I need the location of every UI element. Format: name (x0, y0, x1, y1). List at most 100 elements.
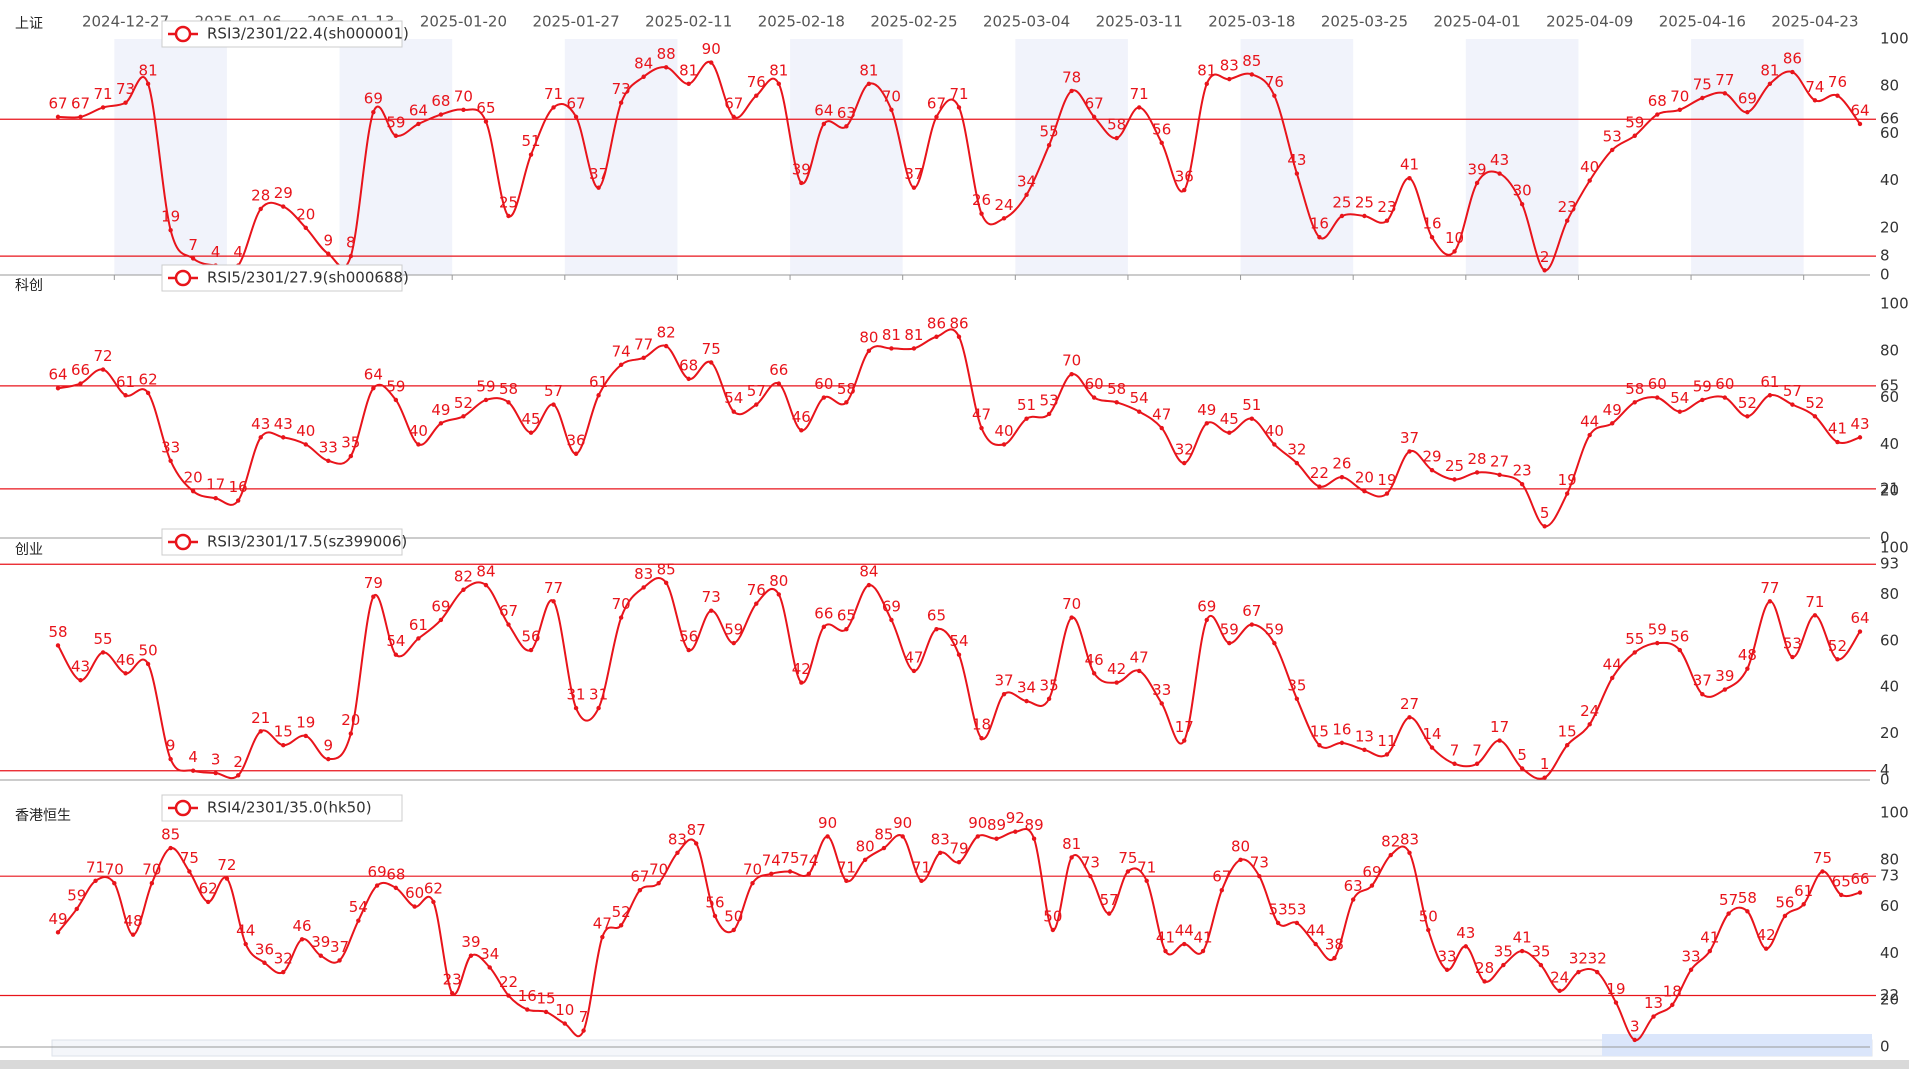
value-label: 71 (94, 85, 113, 103)
value-label: 73 (612, 80, 631, 98)
value-label: 63 (837, 104, 856, 122)
point (1576, 969, 1581, 975)
point (1632, 400, 1637, 405)
point (1407, 850, 1412, 855)
value-label: 58 (499, 380, 518, 398)
point (416, 442, 421, 447)
value-label: 5 (1517, 746, 1527, 764)
value-label: 55 (1040, 123, 1059, 141)
value-label: 18 (972, 716, 991, 734)
value-label: 28 (251, 186, 270, 204)
value-label: 73 (1250, 854, 1269, 872)
point (1069, 855, 1074, 860)
point (461, 107, 466, 113)
y-tick-label: 60 (1880, 897, 1899, 915)
value-label: 36 (1175, 168, 1194, 186)
value-label: 76 (747, 581, 766, 599)
point (934, 334, 939, 339)
point (934, 627, 939, 632)
point (1091, 114, 1097, 120)
point (1722, 91, 1728, 96)
legend-marker (174, 799, 192, 817)
point (1182, 187, 1187, 193)
point (844, 400, 849, 405)
point (596, 705, 601, 711)
point (1542, 775, 1547, 780)
point (1835, 93, 1840, 98)
point (663, 65, 669, 70)
value-label: 64 (48, 366, 67, 384)
zoom-window[interactable] (1602, 1034, 1872, 1056)
point (1519, 481, 1525, 487)
value-label: 75 (1813, 849, 1832, 867)
value-label: 47 (904, 648, 923, 666)
value-label: 52 (1805, 394, 1824, 412)
point (1317, 484, 1322, 489)
scrollbar[interactable] (0, 1060, 1909, 1069)
point (78, 114, 83, 120)
value-label: 24 (995, 196, 1014, 214)
point (938, 850, 943, 855)
point (1294, 696, 1300, 701)
value-label: 56 (1670, 628, 1689, 646)
value-label: 67 (1085, 94, 1104, 112)
point (528, 430, 534, 435)
zoom-slider[interactable] (51, 1039, 1873, 1057)
value-label: 67 (1242, 602, 1261, 620)
point (911, 185, 917, 190)
value-label: 86 (949, 314, 968, 332)
point (750, 881, 755, 886)
value-label: 37 (995, 672, 1014, 690)
point (1610, 147, 1615, 153)
y-tick-label: 20 (1880, 724, 1899, 742)
point (731, 927, 736, 933)
value-label: 39 (1468, 160, 1487, 178)
value-label: 87 (687, 821, 706, 839)
value-label: 65 (837, 607, 856, 625)
value-label: 46 (116, 651, 135, 669)
reference-label: 4 (1880, 761, 1890, 779)
value-label: 90 (702, 40, 721, 58)
value-label: 51 (1242, 396, 1261, 414)
value-label: 80 (856, 837, 875, 855)
value-label: 50 (1419, 908, 1438, 926)
value-label: 68 (386, 865, 405, 883)
point (1497, 738, 1502, 743)
point (618, 615, 624, 620)
legend-box (161, 528, 403, 556)
value-label: 71 (1130, 85, 1149, 103)
value-label: 70 (882, 87, 901, 105)
value-label: 39 (311, 933, 330, 951)
value-label: 37 (1693, 672, 1712, 690)
value-label: 58 (1107, 116, 1126, 134)
panel-label: 科创 (15, 278, 43, 294)
legend-box (161, 264, 403, 292)
point (709, 608, 714, 613)
point (1519, 766, 1525, 771)
value-label: 3 (211, 751, 221, 769)
y-tick-label: 60 (1880, 124, 1899, 142)
value-label: 74 (799, 851, 818, 869)
x-tick-label: 2025-03-25 (1321, 13, 1408, 31)
value-label: 10 (555, 1001, 574, 1019)
value-label: 77 (544, 579, 563, 597)
x-tick-label: 2025-02-18 (758, 13, 845, 31)
value-label: 52 (1738, 394, 1757, 412)
value-label: 77 (634, 335, 653, 353)
value-label: 57 (1719, 891, 1738, 909)
value-label: 69 (431, 597, 450, 615)
point (641, 355, 646, 361)
value-label: 37 (589, 165, 608, 183)
value-label: 89 (1025, 816, 1044, 834)
x-tick-label: 2025-03-04 (983, 13, 1070, 31)
point (1426, 927, 1431, 933)
value-label: 35 (1040, 676, 1059, 694)
value-label: 50 (1043, 908, 1062, 926)
value-label: 69 (1738, 90, 1757, 108)
value-label: 69 (882, 597, 901, 615)
point (1114, 400, 1119, 405)
point (919, 878, 924, 884)
value-label: 52 (612, 903, 631, 921)
point (1857, 435, 1863, 440)
value-label: 70 (105, 861, 124, 879)
